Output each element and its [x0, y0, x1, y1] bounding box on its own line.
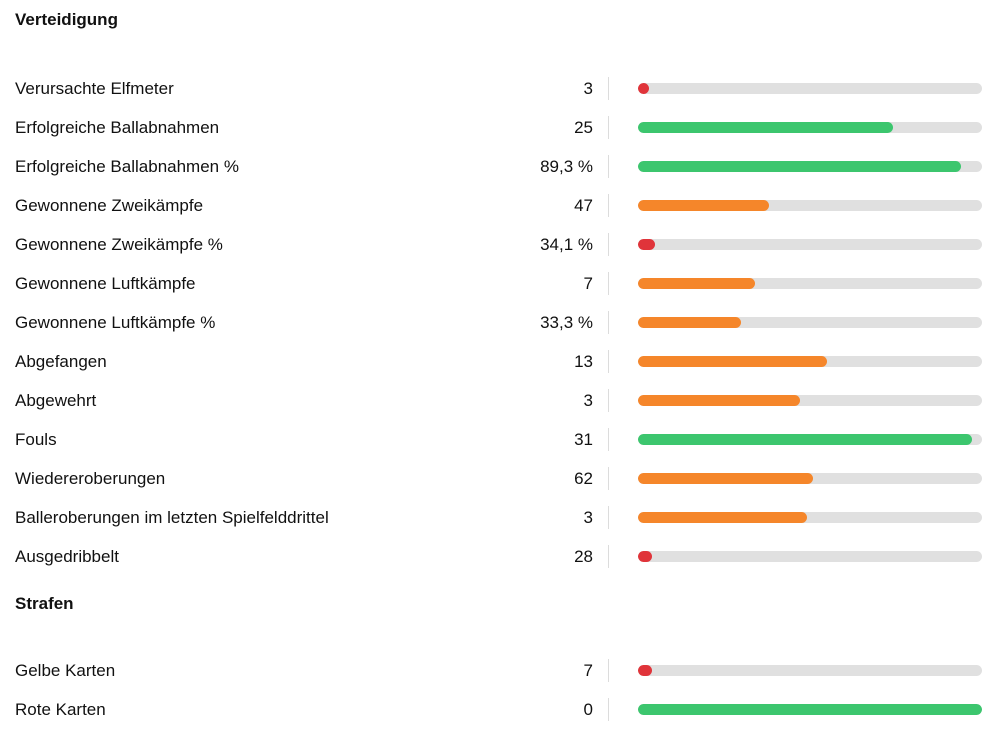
stat-label: Fouls: [15, 430, 57, 449]
divider: [608, 389, 609, 412]
divider: [608, 116, 609, 139]
rating-bar-fill: [638, 83, 649, 94]
stat-value: 0: [583, 700, 593, 719]
stat-label: Abgefangen: [15, 352, 107, 371]
stat-value: 7: [583, 274, 593, 293]
rating-bar-track: [638, 704, 982, 715]
stat-value: 31: [574, 430, 593, 449]
divider: [608, 194, 609, 217]
rating-bar-track: [638, 473, 982, 484]
rating-bar-track: [638, 434, 982, 445]
rating-bar-fill: [638, 161, 961, 172]
rating-bar-fill: [638, 473, 813, 484]
rating-bar-track: [638, 551, 982, 562]
rating-bar-fill: [638, 434, 972, 445]
stat-rows-verteidigung: Verursachte Elfmeter 3 Erfolgreiche Ballab…: [15, 69, 985, 576]
rating-bar-track: [638, 317, 982, 328]
stat-row: Fouls 31: [15, 420, 985, 459]
rating-bar-fill: [638, 551, 652, 562]
section-verteidigung: Verteidigung Verursachte Elfmeter 3 Erfolg…: [15, 10, 985, 576]
rating-bar-track: [638, 512, 982, 523]
rating-bar-track: [638, 278, 982, 289]
stat-label: Rote Karten: [15, 700, 106, 719]
stat-row: Verursachte Elfmeter 3: [15, 69, 985, 108]
rating-bar-fill: [638, 665, 652, 676]
rating-bar-fill: [638, 200, 769, 211]
stat-label: Gewonnene Luftkämpfe: [15, 274, 196, 293]
stat-row: Abgefangen 13: [15, 342, 985, 381]
rating-bar-fill: [638, 278, 755, 289]
rating-bar-track: [638, 239, 982, 250]
rating-bar-fill: [638, 356, 827, 367]
rating-bar-track: [638, 200, 982, 211]
stat-value: 47: [574, 196, 593, 215]
stat-label: Erfolgreiche Ballabnahmen: [15, 118, 220, 137]
section-strafen: Strafen Gelbe Karten 7 Rote Karten 0: [15, 594, 985, 729]
stat-label: Gelbe Karten: [15, 661, 116, 680]
stat-value: 28: [574, 547, 593, 566]
rating-bar-track: [638, 356, 982, 367]
stat-value: 3: [583, 79, 593, 98]
stat-label: Ausgedribbelt: [15, 547, 119, 566]
divider: [608, 467, 609, 490]
stat-row: Gewonnene Luftkämpfe % 33,3 %: [15, 303, 985, 342]
divider: [608, 272, 609, 295]
divider: [608, 77, 609, 100]
rating-bar-fill: [638, 512, 807, 523]
stat-value: 3: [583, 508, 593, 527]
stat-value: 7: [583, 661, 593, 680]
stat-label: Gewonnene Zweikämpfe: [15, 196, 204, 215]
stat-row: Erfolgreiche Ballabnahmen 25: [15, 108, 985, 147]
stat-value: 62: [574, 469, 593, 488]
stat-row: Rote Karten 0: [15, 690, 985, 729]
stat-value: 25: [574, 118, 593, 137]
rating-bar-fill: [638, 122, 893, 133]
section-title-strafen: Strafen: [15, 594, 74, 613]
divider: [608, 311, 609, 334]
divider: [608, 350, 609, 373]
stat-row: Erfolgreiche Ballabnahmen % 89,3 %: [15, 147, 985, 186]
stat-value: 34,1 %: [540, 235, 593, 254]
stat-label: Abgewehrt: [15, 391, 97, 410]
stat-row: Balleroberungen im letzten Spielfelddrit…: [15, 498, 985, 537]
divider: [608, 545, 609, 568]
stat-rows-strafen: Gelbe Karten 7 Rote Karten 0: [15, 651, 985, 729]
stat-row: Gewonnene Zweikämpfe % 34,1 %: [15, 225, 985, 264]
rating-bar-track: [638, 122, 982, 133]
stat-row: Gewonnene Luftkämpfe 7: [15, 264, 985, 303]
divider: [608, 155, 609, 178]
stat-value: 33,3 %: [540, 313, 593, 332]
section-title-verteidigung: Verteidigung: [15, 10, 118, 29]
stat-value: 89,3 %: [540, 157, 593, 176]
divider: [608, 659, 609, 682]
stat-row: Gelbe Karten 7: [15, 651, 985, 690]
rating-bar-track: [638, 83, 982, 94]
stat-row: Gewonnene Zweikämpfe 47: [15, 186, 985, 225]
stat-label: Balleroberungen im letzten Spielfelddrit…: [15, 508, 329, 527]
divider: [608, 698, 609, 721]
rating-bar-fill: [638, 395, 800, 406]
rating-bar-fill: [638, 317, 741, 328]
divider: [608, 506, 609, 529]
rating-bar-track: [638, 395, 982, 406]
stat-label: Verursachte Elfmeter: [15, 79, 174, 98]
rating-bar-track: [638, 161, 982, 172]
stat-row: Abgewehrt 3: [15, 381, 985, 420]
stat-value: 13: [574, 352, 593, 371]
stat-label: Gewonnene Zweikämpfe %: [15, 235, 223, 254]
stat-row: Ausgedribbelt 28: [15, 537, 985, 576]
divider: [608, 233, 609, 256]
rating-bar-track: [638, 665, 982, 676]
stat-row: Wiedereroberungen 62: [15, 459, 985, 498]
stat-label: Erfolgreiche Ballabnahmen %: [15, 157, 239, 176]
divider: [608, 428, 609, 451]
rating-bar-fill: [638, 704, 982, 715]
stat-label: Gewonnene Luftkämpfe %: [15, 313, 216, 332]
stat-label: Wiedereroberungen: [15, 469, 166, 488]
stat-value: 3: [583, 391, 593, 410]
rating-bar-fill: [638, 239, 655, 250]
